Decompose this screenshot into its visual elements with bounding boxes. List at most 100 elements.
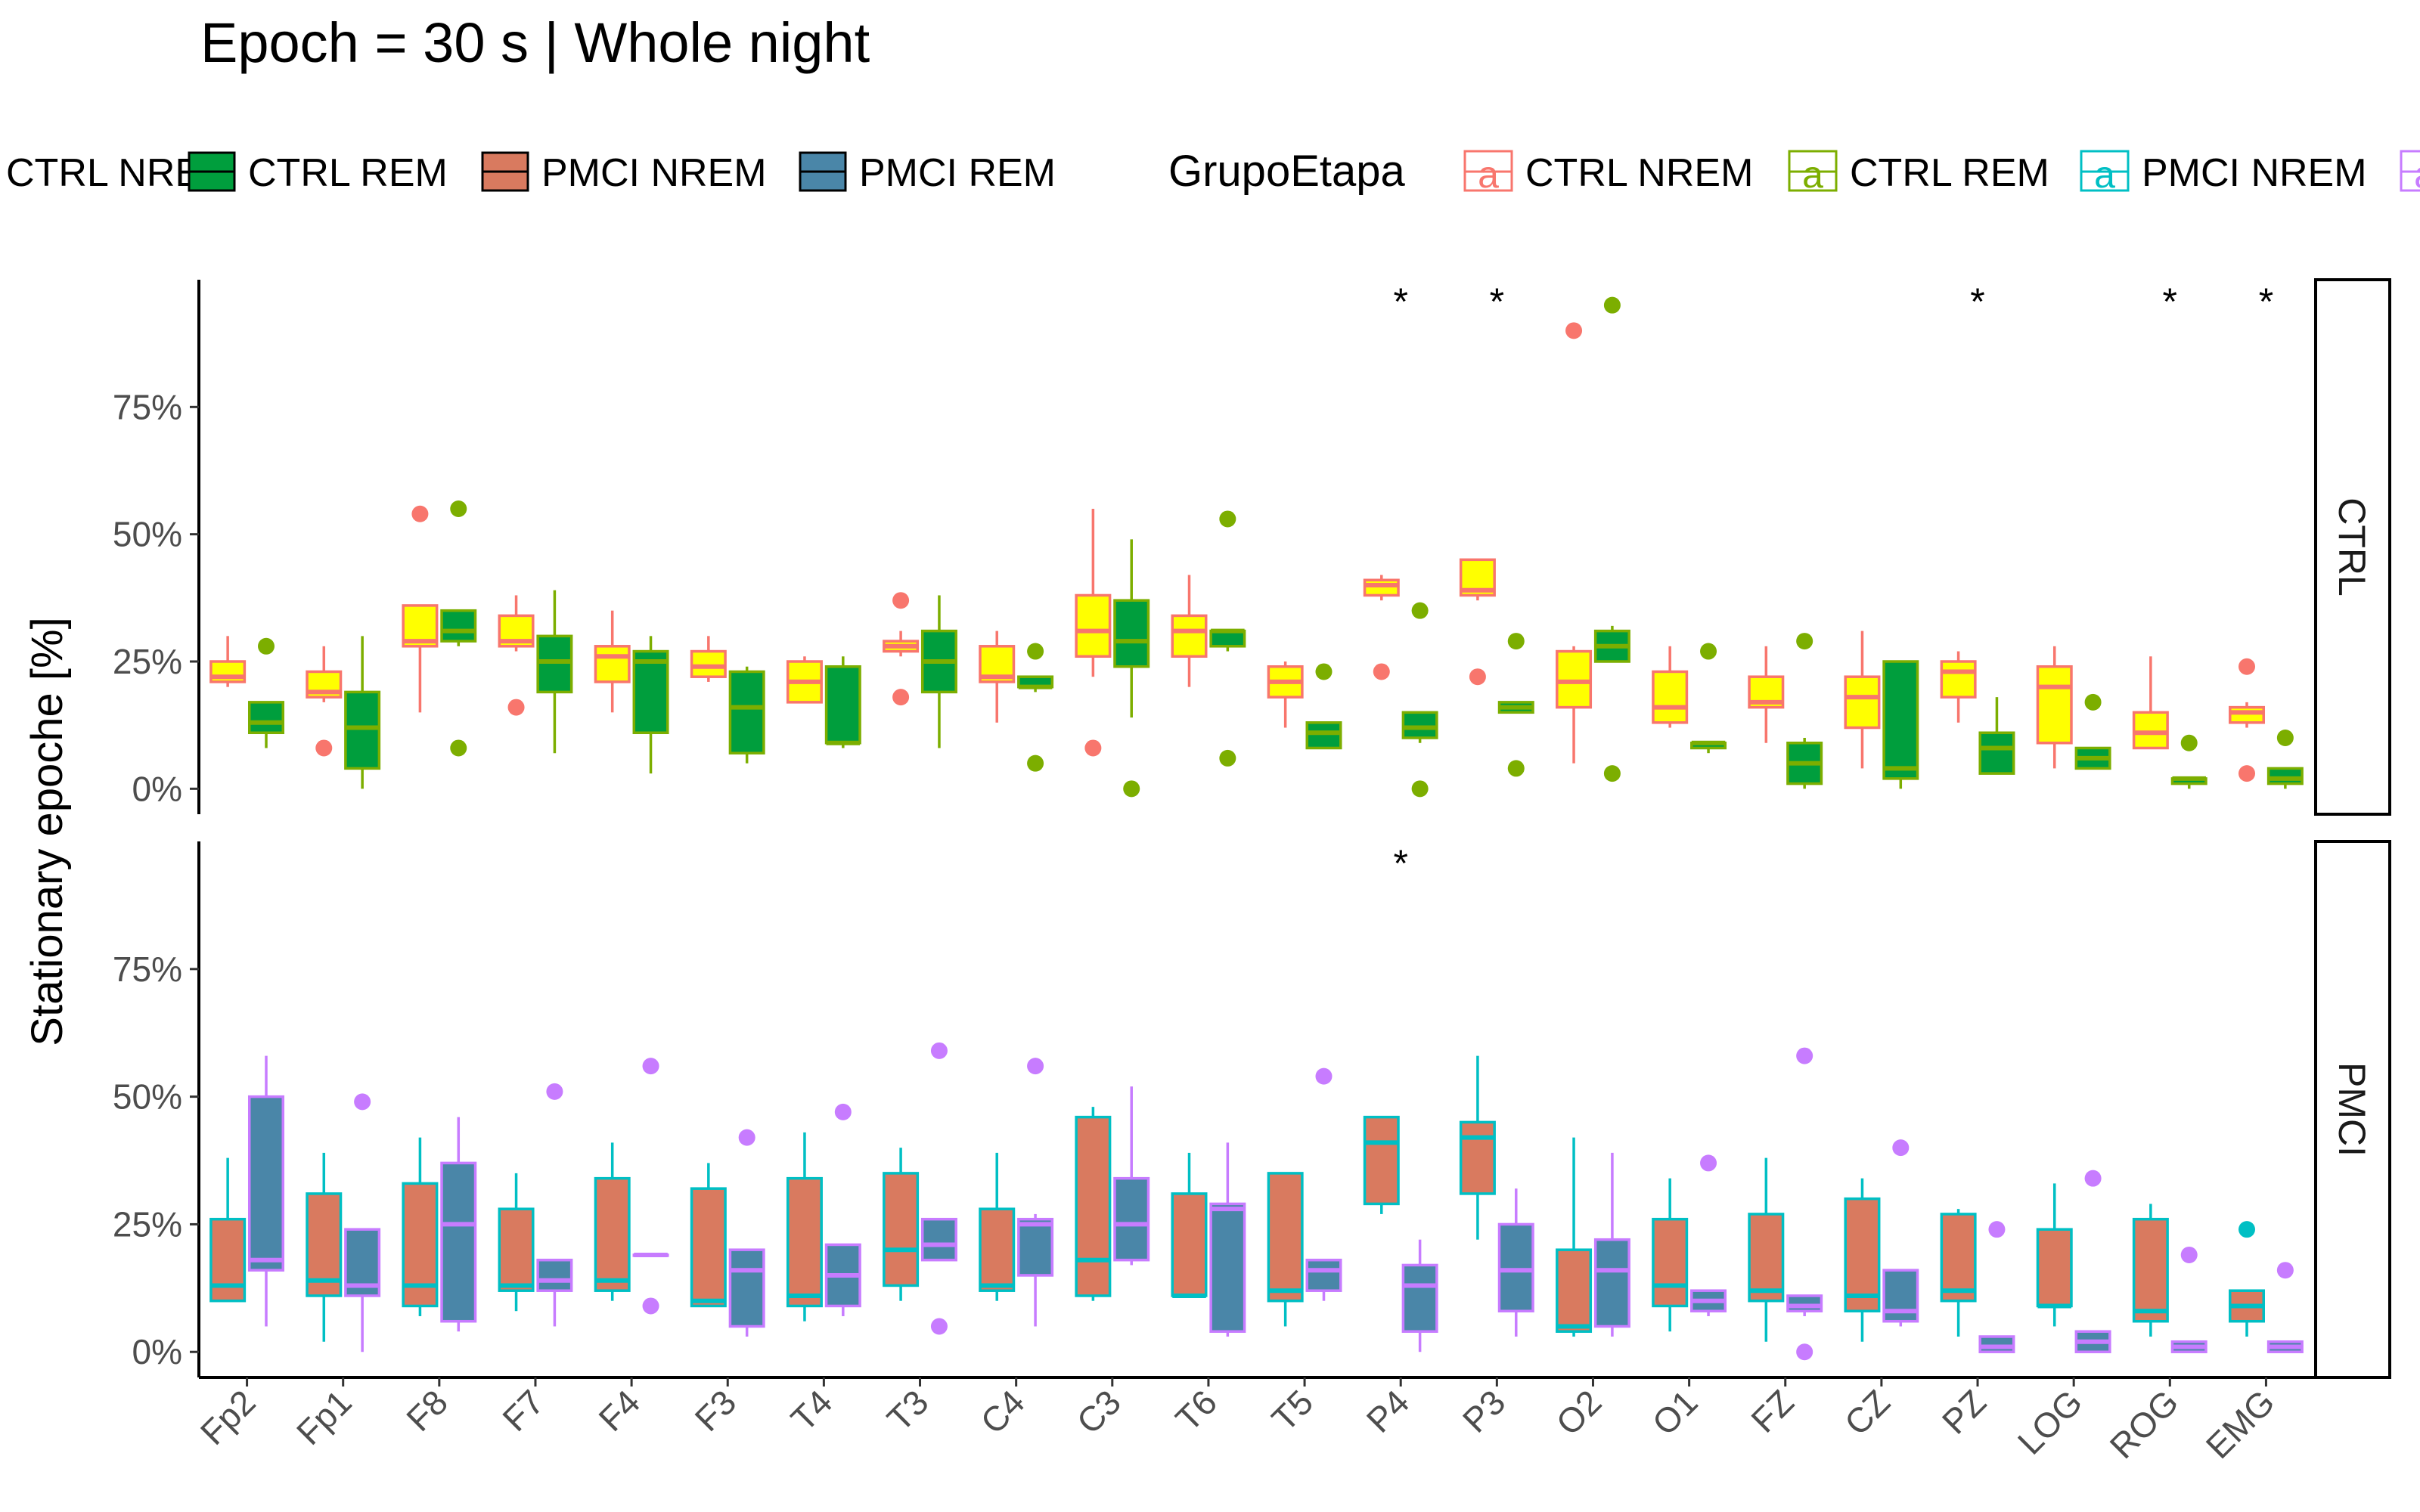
box-body	[1556, 649, 1593, 709]
outlier-point	[1507, 633, 1525, 650]
box-pmci-nrem	[1940, 1209, 1977, 1337]
outlier-point	[2238, 658, 2256, 675]
box-pmci-nrem	[209, 1157, 247, 1303]
box-pmci-nrem	[1652, 1178, 1689, 1332]
box-body	[1113, 1176, 1150, 1262]
outlier-point	[546, 1083, 563, 1100]
box-body	[1113, 599, 1150, 668]
box-pmci-rem	[1209, 1142, 1246, 1337]
box-ctrl-rem	[1593, 296, 1630, 782]
x-tick-label: T3	[880, 1382, 936, 1439]
x-tick-label: PZ	[1934, 1382, 1993, 1441]
outlier-point	[1700, 1154, 1717, 1172]
box-pmci-rem	[1690, 1154, 1727, 1316]
box-ctrl-nrem	[2132, 656, 2169, 750]
box-ctrl-nrem	[1652, 646, 1689, 728]
box-pmci-nrem	[786, 1132, 823, 1321]
outlier-point	[642, 1058, 659, 1075]
box-body	[1940, 660, 1977, 699]
box-body	[728, 670, 765, 754]
box-ctrl-rem	[1497, 633, 1534, 777]
y-tick-label: 25%	[113, 1204, 182, 1244]
outlier-point	[1411, 780, 1429, 798]
x-tick-label: F8	[399, 1382, 455, 1439]
legend-title: GrupoEtapa	[1168, 147, 1406, 196]
outlier-point	[1027, 643, 1044, 660]
box-pmci-rem	[1593, 1152, 1630, 1337]
y-tick-label: 75%	[113, 387, 182, 426]
box-pmci-rem	[632, 1058, 669, 1315]
box-ctrl-nrem	[1363, 575, 1400, 680]
panel-ctrl: 0% 25% 50% 75% CTRL * * * * *	[113, 278, 2391, 816]
box-body	[632, 649, 669, 735]
y-tick-label: 0%	[132, 769, 182, 808]
outlier-point	[1603, 765, 1621, 782]
x-tick-label: O1	[1645, 1382, 1705, 1442]
significance-star: *	[1393, 842, 1407, 885]
box-ctrl-nrem	[690, 636, 727, 682]
box-pmci-rem	[1017, 1058, 1054, 1327]
y-tick-label: 50%	[113, 1077, 182, 1117]
box-body	[1978, 731, 2015, 775]
box-ctrl-rem	[2170, 734, 2207, 789]
outlier-point	[738, 1129, 755, 1146]
box-pmci-rem	[536, 1083, 573, 1327]
outlier-point	[930, 1042, 948, 1059]
box-body	[1305, 1258, 1342, 1292]
box-pmci-rem	[920, 1042, 957, 1335]
outlier-point	[2238, 765, 2256, 782]
box-body	[2036, 665, 2073, 745]
box-pmci-nrem	[979, 1152, 1016, 1301]
box-body	[883, 1172, 920, 1287]
x-tick-label: FZ	[1743, 1382, 1801, 1440]
box-body	[979, 1207, 1016, 1292]
box-ctrl-nrem	[1556, 322, 1593, 764]
significance-star: *	[1393, 280, 1407, 323]
box-body	[1459, 1120, 1496, 1195]
box-pmci-nrem	[1171, 1152, 1208, 1298]
box-body	[247, 701, 284, 735]
y-tick-label: 75%	[113, 950, 182, 989]
box-body	[1401, 711, 1438, 739]
box-body	[536, 634, 573, 694]
box-body	[1209, 629, 1246, 648]
outlier-point	[1796, 1047, 1813, 1064]
outlier-point	[1315, 1067, 1333, 1085]
box-pmci-rem	[1882, 1139, 1919, 1327]
box-pmci-nrem	[690, 1163, 727, 1308]
outlier-point	[642, 1297, 659, 1315]
box-body	[1786, 1294, 1823, 1312]
box-ctrl-rem	[728, 666, 765, 764]
legend-label: CTRL REM	[1850, 151, 2049, 195]
box-pmci-nrem	[1748, 1157, 1785, 1342]
facet-strip-label: CTRL	[2331, 497, 2373, 596]
box-pmci-nrem	[594, 1142, 631, 1301]
box-ctrl-rem	[1882, 660, 1919, 789]
box-ctrl-nrem	[979, 631, 1016, 723]
significance-star: *	[2163, 280, 2177, 323]
box-pmci-rem	[1113, 1086, 1150, 1266]
outlier-point	[1469, 668, 1486, 686]
outlier-point	[892, 592, 910, 609]
significance-star: *	[2259, 280, 2273, 323]
box-body	[1171, 614, 1208, 658]
box-body	[594, 645, 631, 683]
box-body	[1305, 721, 1342, 750]
box-body	[1978, 1335, 2015, 1353]
panel-pmci: 0% 25% 50% 75% PMCI *	[113, 840, 2391, 1379]
box-pmci-rem	[1786, 1047, 1823, 1361]
box-body	[1017, 1217, 1054, 1277]
outlier-point	[1796, 1343, 1813, 1361]
box-ctrl-rem	[1401, 602, 1438, 798]
outlier-point	[2238, 1221, 2256, 1238]
outlier-point	[1507, 760, 1525, 777]
x-tick-label: P4	[1359, 1382, 1417, 1440]
legend-label: CTRL NREM	[1525, 151, 1753, 195]
box-pmci-rem	[1305, 1067, 1342, 1301]
x-tick-label: F7	[495, 1382, 551, 1439]
box-body	[786, 1176, 823, 1308]
x-tick-label: O2	[1548, 1382, 1609, 1442]
box-body	[209, 1217, 247, 1303]
box-pmci-rem	[1497, 1188, 1534, 1337]
